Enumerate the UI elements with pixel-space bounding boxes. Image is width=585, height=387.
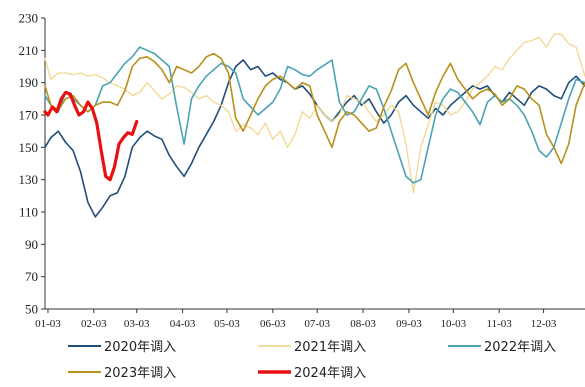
legend-label-1: 2020年调入 [104, 340, 176, 355]
y-tick-label: 70 [25, 269, 38, 284]
x-tick-label: 03-03 [124, 318, 150, 330]
x-tick-label: 12-03 [531, 318, 557, 330]
y-tick-label: 90 [25, 237, 38, 252]
x-tick-label: 11-03 [487, 318, 513, 330]
series-line-3 [44, 46, 585, 184]
x-tick-label: 06-03 [260, 318, 286, 330]
y-tick-label: 170 [19, 108, 39, 123]
x-tick-label: 07-03 [304, 318, 330, 330]
legend-label-2: 2021年调入 [294, 340, 366, 355]
series-line-2 [44, 33, 585, 194]
y-tick-label: 230 [19, 11, 39, 26]
x-tick-label: 08-03 [350, 318, 376, 330]
x-tick-label: 01-03 [35, 318, 61, 330]
legend-label-4: 2023年调入 [104, 366, 176, 381]
x-tick-label: 10-03 [440, 318, 466, 330]
chart-legend: 2020年调入 2021年调入 2022年调入 2023年调入 2024年调入 [68, 340, 556, 381]
series-line-5 [43, 90, 139, 182]
x-tick-label: 04-03 [170, 318, 196, 330]
y-tick-label: 50 [25, 302, 38, 317]
legend-label-5: 2024年调入 [294, 366, 366, 381]
chart-axes: 50 70 90 110 130 150 170 190 210 230 01-03 02-03 03-… [19, 11, 585, 330]
series-layer [43, 33, 585, 218]
y-tick-label: 210 [19, 43, 39, 58]
x-tick-label: 02-03 [81, 318, 107, 330]
legend-label-3: 2022年调入 [484, 340, 556, 355]
x-tick-label: 05-03 [214, 318, 240, 330]
y-tick-label: 190 [19, 75, 39, 90]
y-tick-label: 130 [19, 172, 39, 187]
y-tick-label: 150 [19, 140, 39, 155]
y-tick-label: 110 [19, 205, 38, 220]
series-line-1 [44, 59, 585, 218]
series-line-4 [44, 52, 585, 165]
x-tick-label: 09-03 [396, 318, 422, 330]
